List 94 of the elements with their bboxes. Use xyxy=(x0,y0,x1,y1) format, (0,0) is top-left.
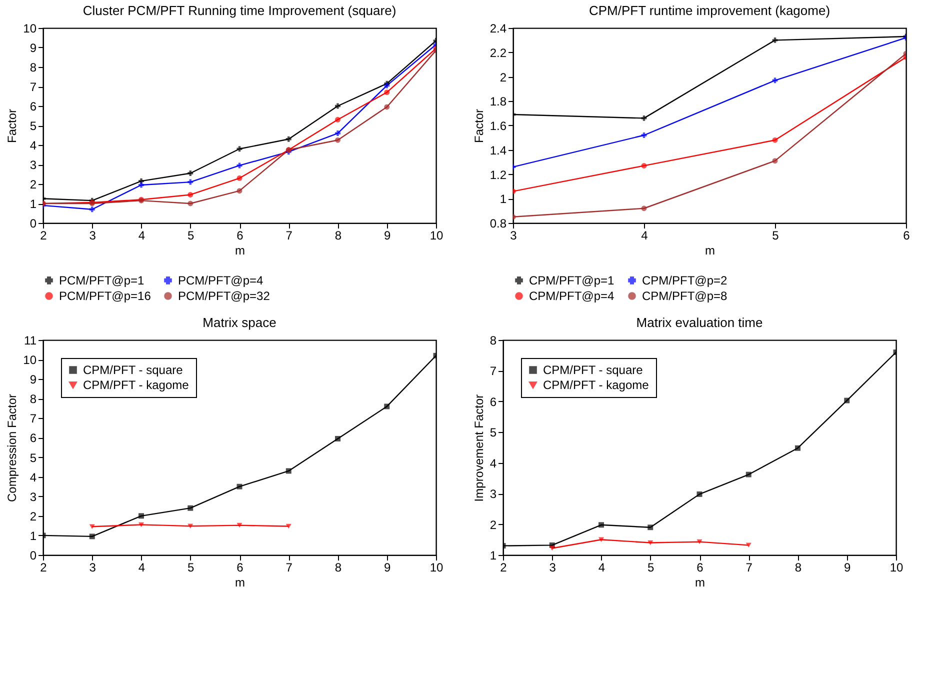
y-tick-label: 1 xyxy=(490,548,497,562)
y-tick-label: 3 xyxy=(490,487,497,502)
x-tick-label: 6 xyxy=(903,228,910,242)
legend-label: CPM/PFT@p=8 xyxy=(642,289,728,303)
x-tick-label: 3 xyxy=(89,560,96,574)
x-tick-label: 10 xyxy=(890,560,904,574)
x-tick-label: 4 xyxy=(138,560,146,574)
legend-label: PCM/PFT@p=4 xyxy=(178,273,264,288)
legend-label: CPM/PFT - square xyxy=(83,363,184,377)
y-tick-label: 7 xyxy=(30,80,37,94)
x-tick-label: 10 xyxy=(430,560,444,574)
x-tick-label: 5 xyxy=(648,560,655,574)
chart-title: Matrix space xyxy=(202,315,276,330)
x-tick-label: 5 xyxy=(188,560,195,574)
y-tick-label: 2 xyxy=(500,70,507,84)
y-tick-label: 0 xyxy=(30,216,37,230)
x-tick-label: 5 xyxy=(772,228,780,242)
x-tick-label: 10 xyxy=(430,228,444,242)
y-axis-title: Compression Factor xyxy=(5,394,20,502)
x-tick-label: 7 xyxy=(286,228,293,242)
y-tick-label: 4 xyxy=(490,456,497,470)
x-tick-label: 3 xyxy=(510,228,518,242)
y-tick-label: 6 xyxy=(30,100,37,114)
y-tick-label: 6 xyxy=(490,394,497,409)
y-tick-label: 1 xyxy=(500,192,507,206)
chart-title: Matrix evaluation time xyxy=(636,315,763,330)
y-axis-title: Factor xyxy=(5,108,20,144)
x-tick-label: 3 xyxy=(549,560,556,574)
legend-label: CPM/PFT@p=4 xyxy=(529,289,615,303)
y-tick-label: 11 xyxy=(24,334,37,348)
x-tick-label: 3 xyxy=(89,228,96,242)
y-tick-label: 9 xyxy=(30,372,37,387)
y-tick-label: 10 xyxy=(23,22,37,36)
y-tick-label: 1.6 xyxy=(490,119,507,133)
x-tick-label: 7 xyxy=(286,560,293,574)
y-tick-label: 1 xyxy=(30,528,37,543)
y-tick-label: 1 xyxy=(30,197,37,211)
legend-label: CPM/PFT - square xyxy=(543,363,644,377)
y-tick-label: 0 xyxy=(30,548,37,562)
legend-label: CPM/PFT@p=2 xyxy=(642,273,728,288)
chart-title: Cluster PCM/PFT Running time Improvement (square) xyxy=(82,3,396,18)
x-axis-title: m xyxy=(695,576,705,590)
x-tick-label: 8 xyxy=(794,560,802,574)
x-tick-label: 5 xyxy=(188,228,195,242)
x-tick-label: 9 xyxy=(384,560,392,574)
legend-label: CPM/PFT@p=1 xyxy=(529,273,615,288)
y-tick-label: 10 xyxy=(23,353,37,368)
x-axis-title: m xyxy=(235,576,245,590)
y-tick-label: 2.2 xyxy=(490,46,507,60)
x-axis-title: m xyxy=(705,244,715,258)
y-tick-label: 1.4 xyxy=(490,143,507,158)
y-tick-label: 8 xyxy=(490,334,497,348)
x-tick-label: 2 xyxy=(40,228,48,242)
y-tick-label: 2 xyxy=(30,178,37,192)
x-tick-label: 9 xyxy=(384,228,392,242)
y-tick-label: 7 xyxy=(490,364,497,378)
y-tick-label: 5 xyxy=(30,119,37,133)
y-tick-label: 8 xyxy=(30,60,37,74)
y-tick-label: 5 xyxy=(30,450,37,465)
legend-label: CPM/PFT - kagome xyxy=(543,378,650,392)
y-tick-label: 9 xyxy=(30,41,37,55)
x-axis-title: m xyxy=(235,244,245,258)
x-tick-label: 4 xyxy=(138,228,146,242)
legend-label: PCM/PFT@p=16 xyxy=(59,289,152,303)
x-tick-label: 2 xyxy=(40,560,48,574)
x-tick-label: 4 xyxy=(598,560,606,574)
legend-label: PCM/PFT@p=32 xyxy=(178,289,270,303)
y-tick-label: 3 xyxy=(30,490,37,504)
x-tick-label: 4 xyxy=(641,228,648,242)
y-tick-label: 3 xyxy=(30,158,37,172)
x-tick-label: 9 xyxy=(844,560,852,574)
legend-label: PCM/PFT@p=1 xyxy=(59,273,145,288)
x-tick-label: 6 xyxy=(696,560,704,574)
y-tick-label: 8 xyxy=(30,392,37,406)
y-tick-label: 1.8 xyxy=(490,94,507,109)
y-tick-label: 2 xyxy=(490,518,497,532)
y-tick-label: 2.4 xyxy=(490,22,507,36)
y-axis-title: Factor xyxy=(472,108,486,144)
x-tick-label: 7 xyxy=(746,560,753,574)
chart-title: CPM/PFT runtime improvement (kagome) xyxy=(588,3,830,18)
x-tick-label: 8 xyxy=(334,228,342,242)
x-tick-label: 8 xyxy=(334,560,342,574)
y-tick-label: 4 xyxy=(30,138,37,152)
y-tick-label: 2 xyxy=(30,509,37,524)
x-tick-label: 6 xyxy=(236,560,244,574)
y-tick-label: 1.2 xyxy=(490,168,507,182)
y-tick-label: 4 xyxy=(30,470,37,484)
x-tick-label: 6 xyxy=(236,228,244,242)
legend-label: CPM/PFT - kagome xyxy=(83,378,190,392)
y-axis-title: Improvement Factor xyxy=(472,394,486,502)
y-tick-label: 6 xyxy=(30,431,37,446)
y-tick-label: 7 xyxy=(30,412,37,426)
y-tick-label: 5 xyxy=(490,426,497,440)
y-tick-label: 0.8 xyxy=(490,216,507,230)
